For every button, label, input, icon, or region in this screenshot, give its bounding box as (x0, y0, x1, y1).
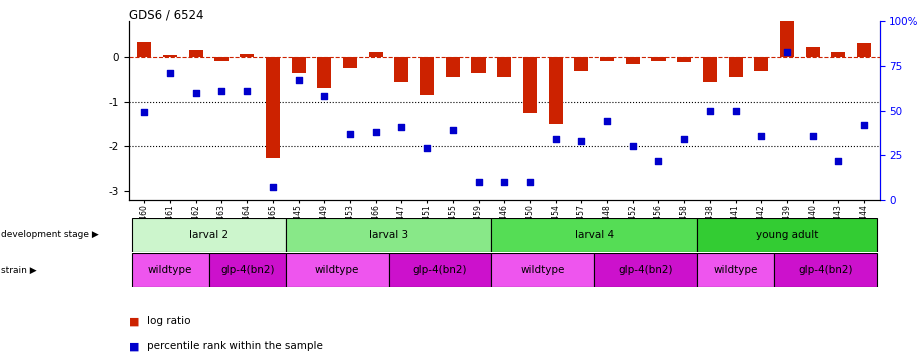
Bar (492, 218, 697, 252)
Bar (286, 253, 389, 287)
Bar (523, 57, 537, 113)
Bar (625, 57, 640, 64)
Bar (780, 0, 794, 57)
Point (214, 88, 228, 94)
Point (857, 122, 871, 128)
Bar (492, 253, 594, 287)
Bar (137, 41, 151, 57)
Bar (832, 52, 845, 57)
Bar (266, 57, 280, 157)
Point (805, 133, 820, 139)
Bar (343, 57, 357, 68)
Point (446, 127, 460, 133)
Bar (163, 55, 177, 57)
Text: log ratio: log ratio (147, 316, 191, 326)
Bar (389, 253, 492, 287)
Text: wildtype: wildtype (714, 265, 758, 276)
Point (496, 179, 511, 185)
Text: glp-4(bn2): glp-4(bn2) (220, 265, 274, 276)
Bar (472, 57, 485, 73)
Bar (697, 253, 775, 287)
Text: larval 4: larval 4 (575, 230, 613, 240)
Bar (594, 253, 697, 287)
Point (343, 131, 357, 137)
Bar (368, 52, 383, 57)
Bar (697, 218, 877, 252)
Text: ■: ■ (129, 341, 139, 351)
Text: glp-4(bn2): glp-4(bn2) (413, 265, 467, 276)
Bar (189, 50, 203, 57)
Bar (420, 57, 434, 95)
Point (317, 94, 332, 99)
Point (729, 108, 743, 114)
Text: wildtype: wildtype (315, 265, 359, 276)
Text: glp-4(bn2): glp-4(bn2) (618, 265, 673, 276)
Bar (600, 57, 614, 61)
Point (754, 133, 769, 139)
Text: GDS6 / 6524: GDS6 / 6524 (129, 9, 204, 21)
Point (522, 179, 537, 185)
Point (703, 108, 717, 114)
Bar (775, 253, 877, 287)
Bar (806, 47, 820, 57)
Text: development stage ▶: development stage ▶ (1, 230, 99, 239)
Point (600, 119, 614, 124)
Bar (240, 54, 254, 57)
Bar (394, 57, 409, 82)
Bar (209, 253, 286, 287)
Bar (651, 57, 666, 61)
Text: larval 3: larval 3 (369, 230, 408, 240)
Point (472, 179, 486, 185)
Bar (446, 57, 460, 77)
Point (163, 70, 178, 76)
Point (239, 88, 254, 94)
Text: wildtype: wildtype (148, 265, 192, 276)
Bar (857, 43, 871, 57)
Point (291, 77, 306, 83)
Point (265, 185, 280, 190)
Point (420, 145, 435, 151)
Bar (292, 57, 306, 73)
Text: wildtype: wildtype (520, 265, 565, 276)
Text: ■: ■ (129, 316, 139, 326)
Bar (317, 57, 332, 89)
Text: young adult: young adult (756, 230, 818, 240)
Bar (677, 57, 692, 62)
Bar (703, 57, 717, 82)
Bar (132, 218, 286, 252)
Bar (754, 57, 768, 71)
Point (625, 144, 640, 149)
Text: larval 2: larval 2 (189, 230, 228, 240)
Point (831, 158, 845, 164)
Bar (497, 57, 511, 77)
Point (394, 124, 409, 130)
Point (677, 136, 692, 142)
Text: glp-4(bn2): glp-4(bn2) (799, 265, 853, 276)
Point (651, 158, 666, 164)
Point (368, 129, 383, 135)
Point (574, 138, 589, 144)
Text: strain ▶: strain ▶ (1, 266, 37, 275)
Point (548, 136, 563, 142)
Bar (729, 57, 742, 77)
Bar (575, 57, 589, 71)
Point (189, 90, 204, 96)
Bar (215, 57, 228, 61)
Bar (549, 57, 563, 124)
Bar (132, 253, 209, 287)
Text: percentile rank within the sample: percentile rank within the sample (147, 341, 323, 351)
Point (780, 49, 795, 55)
Point (137, 110, 152, 115)
Bar (286, 218, 492, 252)
